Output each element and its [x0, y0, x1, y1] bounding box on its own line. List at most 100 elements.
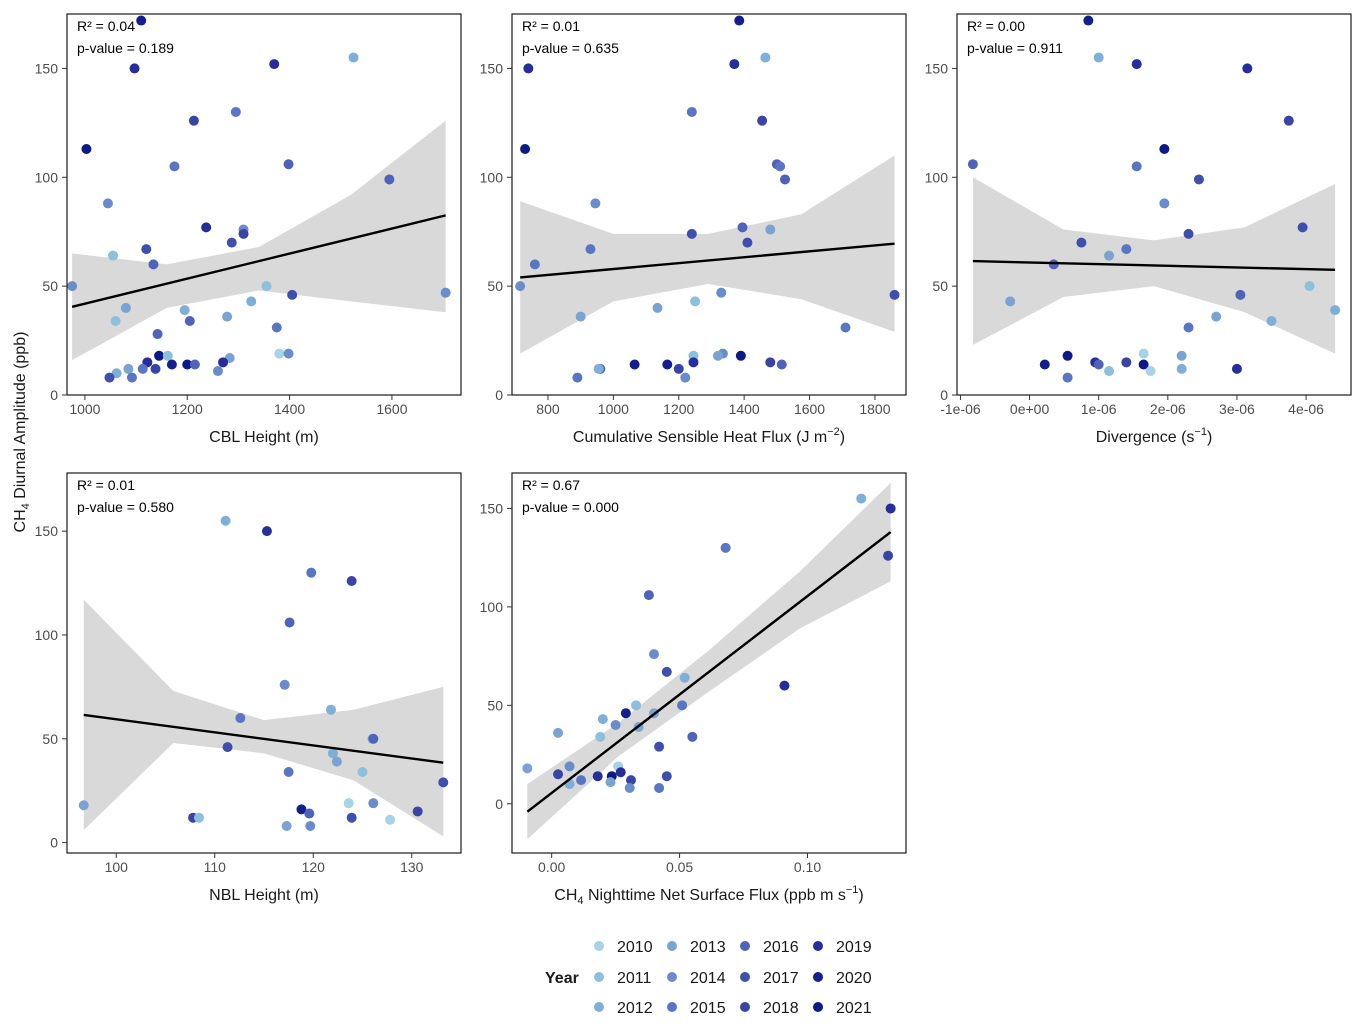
point-2012: [679, 672, 690, 683]
point-2012: [593, 363, 604, 374]
point-2017: [661, 771, 672, 782]
x-tick-label: 1600: [794, 401, 825, 417]
legend-swatch: [740, 1002, 750, 1012]
point-2013: [652, 302, 663, 313]
x-tick-label: 100: [105, 859, 129, 875]
point-2015: [1131, 161, 1142, 172]
point-2013: [575, 311, 586, 322]
point-2015: [720, 542, 731, 553]
point-2017: [742, 237, 753, 248]
point-2017: [889, 289, 900, 300]
point-2021: [1159, 143, 1170, 154]
legend-swatch: [740, 972, 750, 982]
point-2015: [654, 783, 665, 794]
point-2021: [182, 359, 193, 370]
point-2016: [967, 159, 978, 170]
point-2018: [757, 115, 768, 126]
point-2015: [137, 363, 148, 374]
legend-item-2021: 2021: [813, 1000, 872, 1017]
legend-swatch: [667, 1002, 677, 1012]
point-2010: [385, 814, 396, 825]
point-2013: [331, 756, 342, 767]
point-2016: [304, 808, 315, 819]
legend-swatch: [594, 972, 604, 982]
point-2016: [776, 359, 787, 370]
r-squared-label: R² = 0.67: [522, 477, 580, 493]
point-2013: [522, 763, 533, 774]
point-2014: [212, 366, 223, 377]
point-2013: [1211, 311, 1222, 322]
point-2011: [110, 315, 121, 326]
x-tick-label: 1200: [663, 401, 694, 417]
legend-label: 2016: [763, 939, 799, 956]
point-2012: [1330, 305, 1341, 316]
x-tick-label: 0e+00: [1010, 401, 1050, 417]
y-tick-label: 150: [35, 60, 59, 76]
y-tick-label: 50: [487, 697, 503, 713]
point-2015: [230, 106, 241, 117]
point-2013: [553, 727, 564, 738]
point-2020: [662, 359, 673, 370]
point-2014: [440, 287, 451, 298]
point-2017: [438, 777, 449, 788]
point-2020: [734, 15, 745, 26]
point-2018: [765, 357, 776, 368]
x-tick-label: 0.05: [666, 859, 693, 875]
y-tick-label: 0: [50, 387, 58, 403]
point-2013: [712, 350, 723, 361]
point-2014: [283, 348, 294, 359]
point-2017: [346, 812, 357, 823]
legend-swatch: [813, 941, 823, 951]
x-tick-label: 1e-06: [1081, 401, 1117, 417]
x-axis-title: CH4 Nighttime Net Surface Flux (ppb m s−…: [554, 884, 863, 907]
point-2011: [631, 700, 642, 711]
point-2016: [1093, 359, 1104, 370]
confidence-band: [83, 599, 444, 837]
point-2015: [585, 244, 596, 255]
point-2011: [1304, 281, 1315, 292]
point-2015: [1121, 244, 1132, 255]
legend-item-2017: 2017: [740, 970, 799, 987]
y-tick-label: 0: [495, 796, 503, 812]
x-tick-label: 1800: [859, 401, 890, 417]
point-2017: [1076, 237, 1087, 248]
panel-cbl: 1000 1200 1400 1600 0 50 100 150 R² = 0.04 p-valu…: [35, 13, 462, 446]
point-2012: [348, 52, 359, 63]
r-squared-label: R² = 0.01: [522, 18, 580, 34]
x-axis-title: CBL Height (m): [209, 429, 319, 446]
legend-swatch: [813, 972, 823, 982]
point-2018: [412, 806, 423, 817]
point-2013: [281, 821, 292, 832]
panel-border: [511, 13, 907, 396]
p-value-label: p-value = 0.580: [77, 499, 174, 515]
point-2016: [1048, 259, 1059, 270]
x-axis-title: Cumulative Sensible Heat Flux (J m−2): [573, 426, 845, 446]
point-2015: [677, 700, 688, 711]
point-2013: [1104, 250, 1115, 261]
legend-item-2012: 2012: [594, 1000, 653, 1017]
point-2019: [592, 771, 603, 782]
x-axis-title: NBL Height (m): [209, 887, 319, 904]
point-2012: [1266, 315, 1277, 326]
point-2012: [325, 704, 336, 715]
point-2017: [661, 666, 672, 677]
legend-label: 2018: [763, 1000, 799, 1017]
point-2017: [222, 742, 233, 753]
y-tick-label: 150: [480, 500, 504, 516]
point-2012: [111, 368, 122, 379]
panel-shf: 800 1000 1200 1400 1600 1800 0 50 100 150 R² = 0.0…: [480, 13, 907, 446]
x-tick-label: 2e-06: [1150, 401, 1186, 417]
legend-item-2019: 2019: [813, 939, 872, 956]
y-tick-label: 100: [35, 627, 59, 643]
point-2020: [620, 708, 631, 719]
legend-swatch: [740, 941, 750, 951]
point-2018: [553, 769, 564, 780]
point-2021: [154, 350, 165, 361]
point-2019: [201, 222, 212, 233]
legend-label: 2012: [617, 1000, 653, 1017]
point-2018: [238, 228, 249, 239]
point-2015: [283, 767, 294, 778]
point-2019: [615, 767, 626, 778]
legend: Year 2010 2011 2012 2013 2014 2015 2016 2017 2018…: [545, 939, 872, 1017]
point-2020: [1083, 15, 1094, 26]
